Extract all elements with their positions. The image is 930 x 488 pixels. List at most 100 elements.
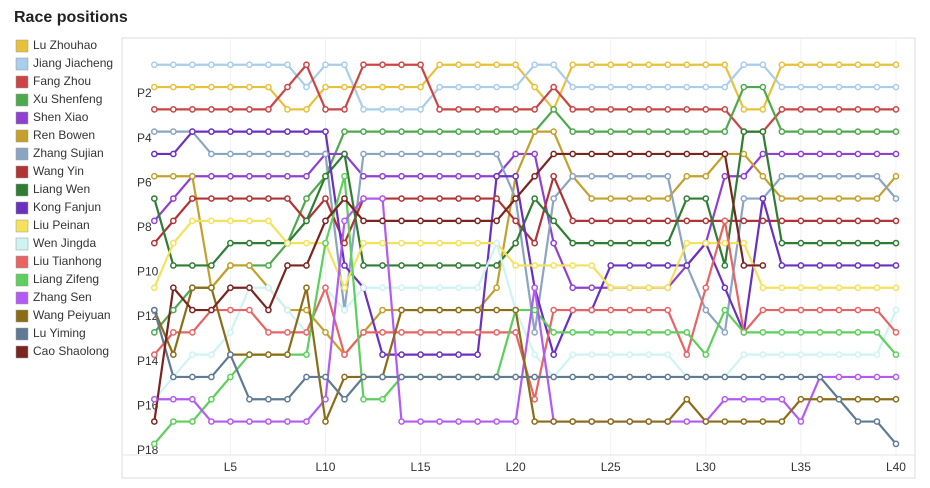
x-tick-label: L30 <box>696 460 716 474</box>
point <box>778 395 786 403</box>
point <box>740 83 748 91</box>
point <box>150 83 158 91</box>
point <box>626 418 634 425</box>
y-tick-label: P2 <box>137 86 152 100</box>
point <box>721 306 729 314</box>
point <box>265 351 272 359</box>
point <box>854 373 862 381</box>
point <box>474 373 481 381</box>
series-line <box>154 130 896 356</box>
point <box>664 239 672 247</box>
point <box>208 306 215 314</box>
point <box>303 239 310 247</box>
point <box>189 61 196 69</box>
point <box>360 128 367 136</box>
y-tick-label: P10 <box>137 265 159 279</box>
point <box>493 195 500 202</box>
point <box>607 61 615 69</box>
point <box>854 83 862 91</box>
series-line <box>154 63 896 111</box>
point <box>303 150 310 158</box>
point <box>740 329 748 336</box>
point <box>189 284 196 292</box>
point <box>474 61 481 69</box>
point <box>778 351 786 359</box>
point <box>398 262 405 269</box>
point <box>645 83 653 91</box>
point <box>341 373 348 381</box>
point <box>189 395 196 403</box>
point <box>607 217 615 225</box>
point <box>189 306 196 314</box>
point <box>474 306 481 314</box>
point <box>189 373 196 381</box>
point <box>169 262 177 269</box>
point <box>683 351 691 359</box>
point <box>474 150 481 158</box>
point <box>759 306 767 314</box>
point <box>645 150 653 158</box>
point <box>607 373 615 381</box>
legend-label: Shen Xiao <box>33 110 89 124</box>
point <box>721 150 729 158</box>
point <box>721 239 729 247</box>
point <box>227 61 234 69</box>
point <box>474 172 481 180</box>
point <box>265 262 272 269</box>
point <box>417 61 424 69</box>
point <box>284 172 291 180</box>
point <box>398 150 405 158</box>
legend-swatch <box>15 129 29 143</box>
point <box>455 284 462 292</box>
point <box>892 262 900 269</box>
point <box>246 195 253 202</box>
point <box>607 351 615 359</box>
point <box>645 195 653 202</box>
point <box>265 284 272 292</box>
legend-label: Fang Zhou <box>33 74 91 88</box>
point <box>664 217 672 225</box>
point <box>208 373 215 381</box>
point <box>360 329 367 336</box>
legend-label: Liu Tianhong <box>33 254 102 268</box>
point <box>854 395 862 403</box>
point <box>588 262 596 269</box>
point <box>835 329 843 336</box>
legend-swatch <box>15 273 29 287</box>
point <box>531 239 539 247</box>
point <box>550 128 558 136</box>
point <box>455 150 462 158</box>
point <box>797 217 805 225</box>
point <box>626 195 634 202</box>
point <box>512 217 519 225</box>
point <box>436 195 443 202</box>
point <box>341 284 348 292</box>
point <box>797 351 805 359</box>
point <box>740 195 748 202</box>
point <box>265 329 272 336</box>
point <box>150 239 158 247</box>
point <box>150 418 158 425</box>
point <box>892 106 900 113</box>
point <box>493 128 500 136</box>
point <box>303 172 310 180</box>
point <box>721 172 729 180</box>
legend-label: Liang Zifeng <box>33 272 99 286</box>
point <box>360 284 367 292</box>
point <box>626 373 634 381</box>
point <box>284 106 291 113</box>
point <box>455 351 462 359</box>
point <box>702 418 710 425</box>
point <box>550 61 558 69</box>
point <box>436 373 443 381</box>
point <box>588 61 596 69</box>
point <box>322 195 329 202</box>
point <box>265 128 272 136</box>
point <box>626 262 634 269</box>
point <box>341 262 348 269</box>
point <box>759 418 767 425</box>
point <box>512 373 519 381</box>
point <box>208 61 215 69</box>
point <box>797 329 805 336</box>
point <box>873 106 881 113</box>
